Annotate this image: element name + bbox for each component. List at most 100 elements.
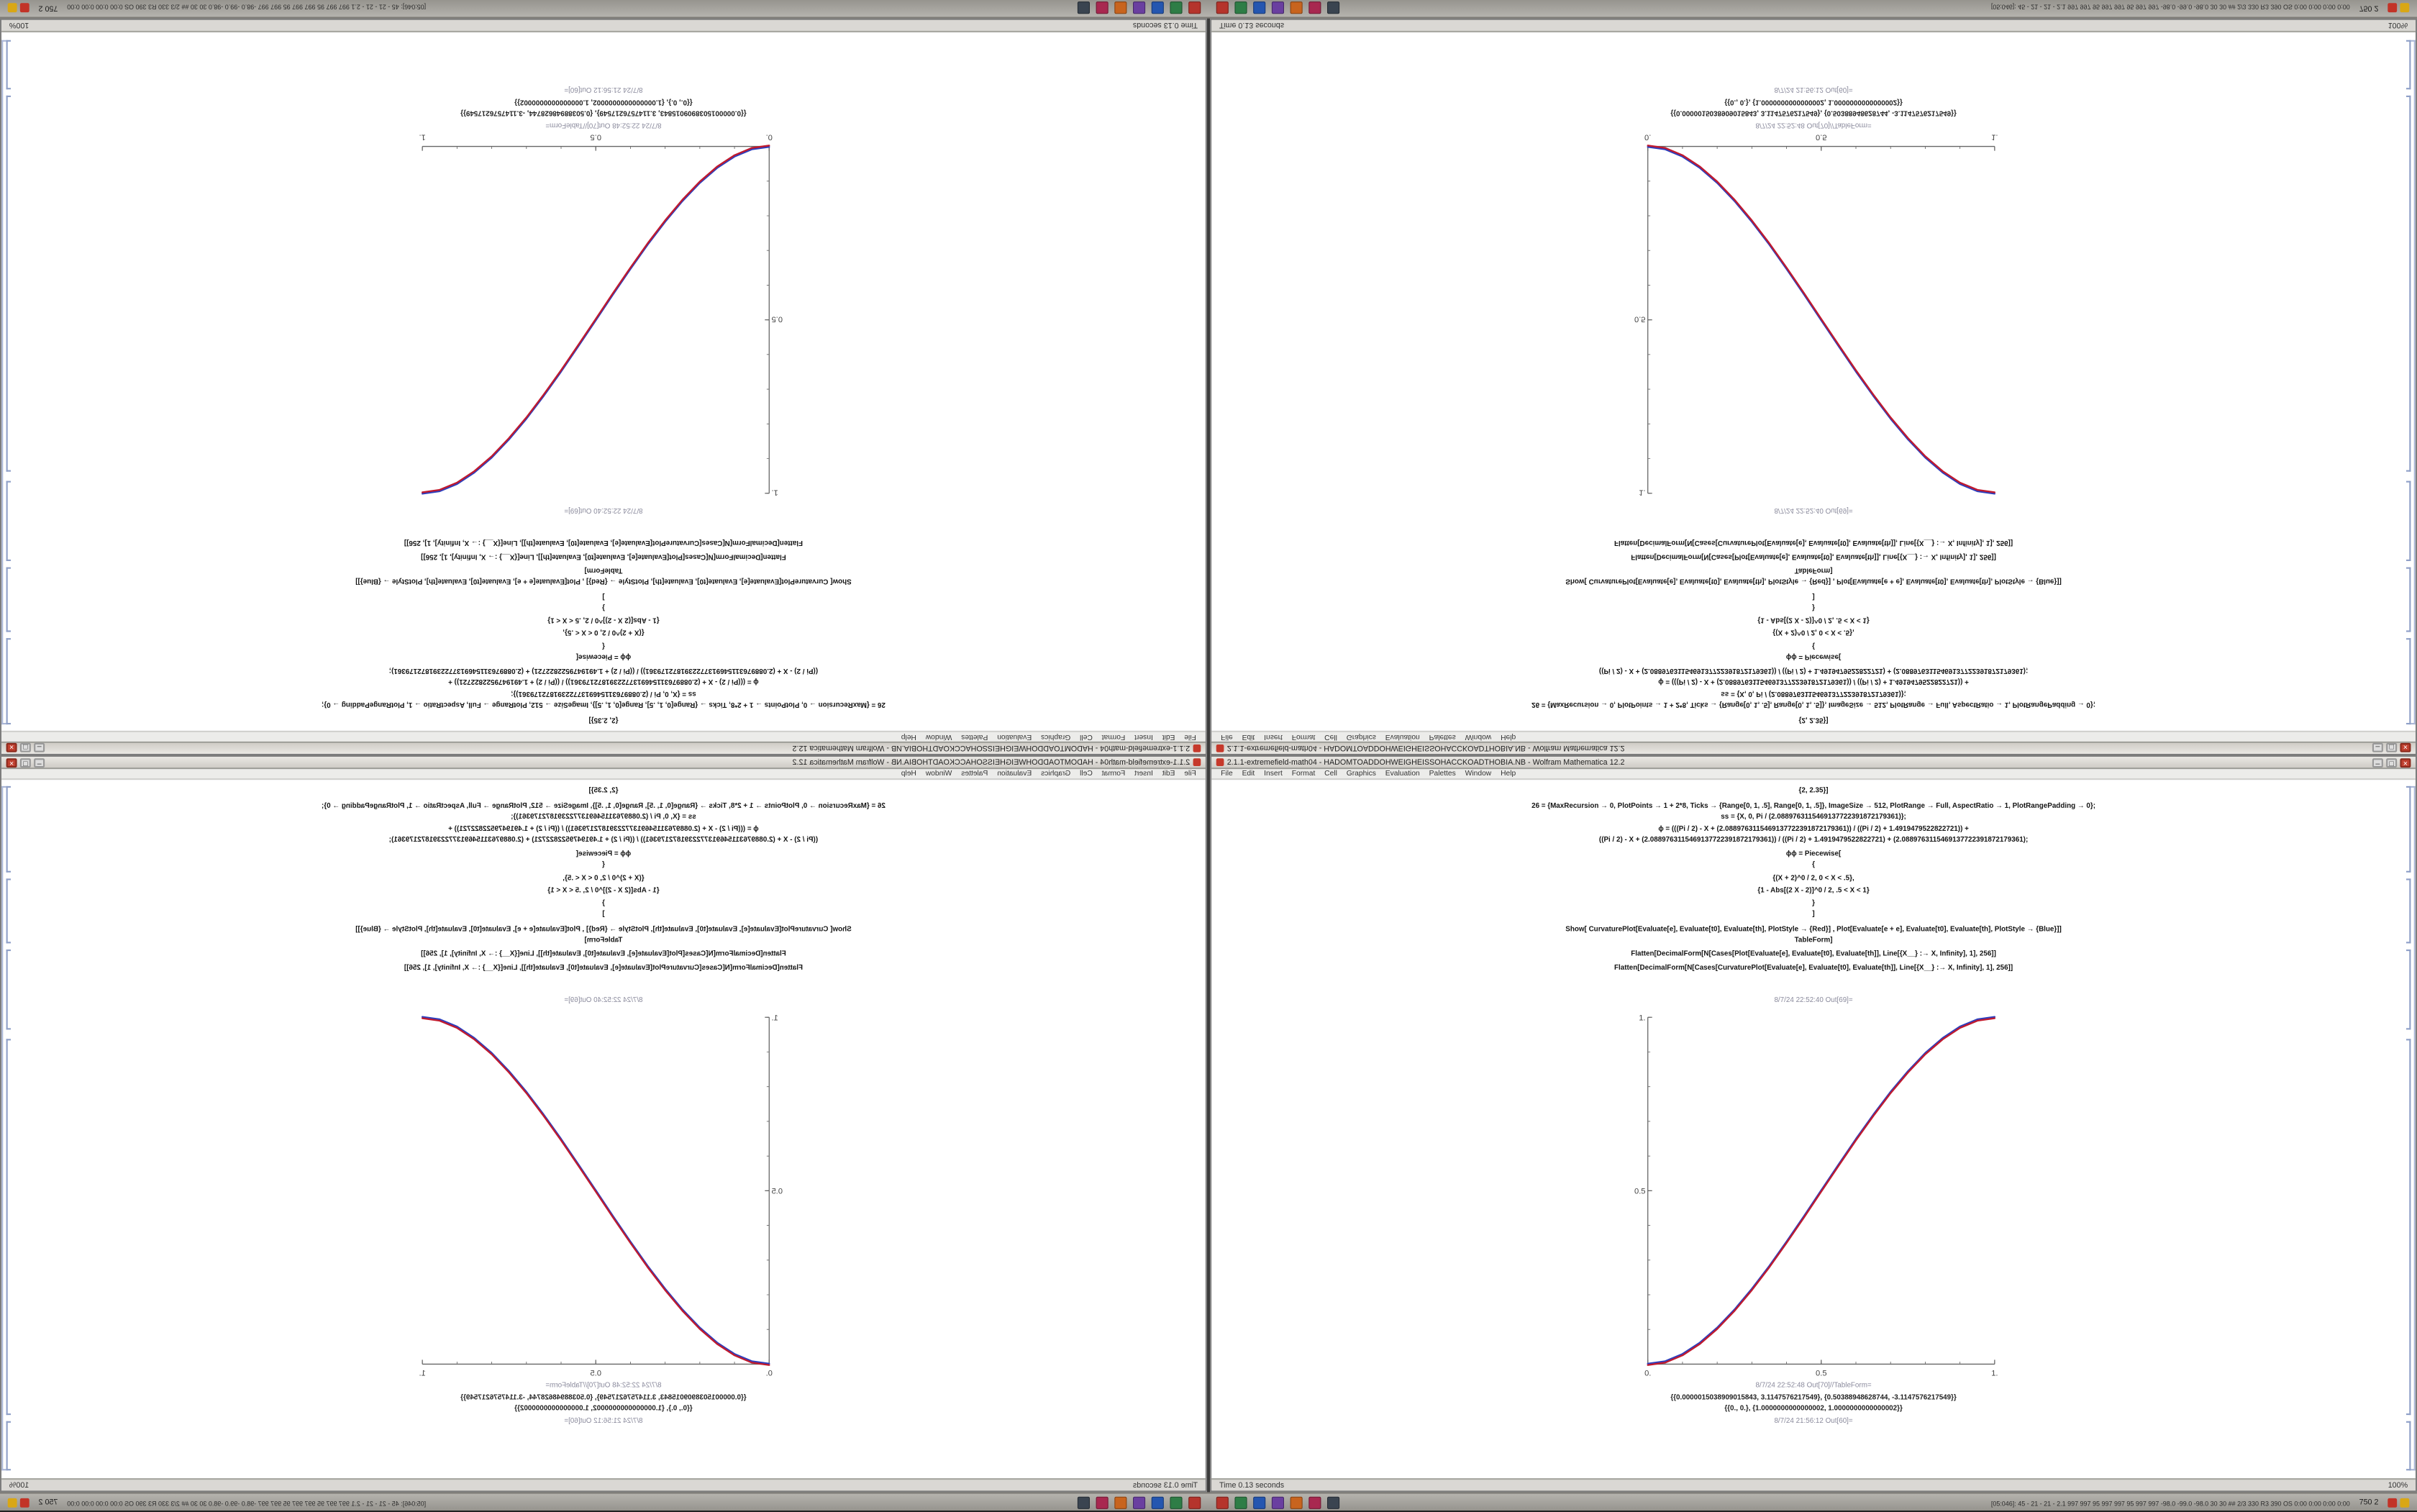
menu-graphics[interactable]: Graphics xyxy=(1346,732,1376,741)
input-cell-line[interactable]: Flatten[DecimalForm[N[Cases[Plot[Evaluat… xyxy=(421,554,786,563)
close-button[interactable]: × xyxy=(6,742,17,753)
tray-icon-blue[interactable] xyxy=(1151,1496,1164,1509)
input-cell-line[interactable]: { xyxy=(602,860,605,868)
cell-group-bracket[interactable] xyxy=(2410,785,2415,1471)
menu-file[interactable]: File xyxy=(1221,732,1233,741)
menu-cell[interactable]: Cell xyxy=(1324,732,1337,741)
input-cell-line[interactable]: ] xyxy=(1812,909,1815,917)
indicator-red-icon[interactable] xyxy=(19,3,29,13)
notebook-content[interactable]: {2, 2.35}] 26 = {MaxRecursion → 0, PlotP… xyxy=(1211,32,2416,731)
menu-window[interactable]: Window xyxy=(925,732,952,741)
maximize-button[interactable]: □ xyxy=(19,757,31,768)
plot-cell[interactable]: 0. 0.5 1. 0.5 1. xyxy=(1629,1013,1998,1380)
input-cell-line[interactable]: ϕ = (((Pi / 2) - X + (2.0889763115469137… xyxy=(448,824,759,832)
menu-help[interactable]: Help xyxy=(1501,732,1516,741)
notebook-content[interactable]: {2, 2.35}] 26 = {MaxRecursion → 0, PlotP… xyxy=(1,780,1206,1478)
input-cell-line[interactable]: {2, 2.35}] xyxy=(588,716,619,725)
input-cell-line[interactable]: 26 = {MaxRecursion → 0, PlotPoints → 1 +… xyxy=(1531,702,2096,710)
input-cell-line[interactable]: {(X + 2)^0 / 2, 0 < X < .5}, xyxy=(1772,629,1854,638)
menu-palettes[interactable]: Palettes xyxy=(1429,732,1456,741)
menu-evaluation[interactable]: Evaluation xyxy=(997,732,1032,741)
tray-icon-crimson[interactable] xyxy=(1096,1496,1109,1509)
menu-file[interactable]: File xyxy=(1184,732,1196,741)
input-cell-line[interactable]: { xyxy=(1812,642,1815,651)
cell-bracket[interactable] xyxy=(2406,1039,2411,1416)
tray-icon-dark[interactable] xyxy=(1077,1,1090,14)
tray-icon-crimson[interactable] xyxy=(1096,1,1109,14)
tray-icon-green[interactable] xyxy=(1234,1496,1247,1509)
minimize-button[interactable]: – xyxy=(2372,757,2383,768)
input-cell-line[interactable]: TableForm] xyxy=(584,567,623,575)
cell-bracket-gutter[interactable] xyxy=(1,32,12,731)
input-cell-line[interactable]: ] xyxy=(1812,593,1815,601)
tray-icon-red[interactable] xyxy=(1216,1496,1229,1509)
menu-insert[interactable]: Insert xyxy=(1264,770,1283,778)
indicator-yellow-icon[interactable] xyxy=(7,1498,17,1508)
menu-file[interactable]: File xyxy=(1184,770,1196,778)
tray-icon-red[interactable] xyxy=(1216,1,1229,14)
menu-file[interactable]: File xyxy=(1221,770,1233,778)
input-cell-line[interactable]: ϕϕ = Piecewise[ xyxy=(575,654,632,662)
input-cell-line[interactable]: } xyxy=(602,605,605,613)
minimize-button[interactable]: – xyxy=(34,757,45,768)
cell-group-bracket[interactable] xyxy=(2410,40,2415,725)
input-cell-line[interactable]: Flatten[DecimalForm[N[Cases[Plot[Evaluat… xyxy=(1631,948,1996,957)
maximize-button[interactable]: □ xyxy=(19,742,31,753)
window-titlebar[interactable]: 2.1.1-extremefield-math04 - HADOMTOADDOH… xyxy=(1211,741,2416,754)
cell-bracket-gutter[interactable] xyxy=(2405,780,2416,1478)
indicator-yellow-icon[interactable] xyxy=(7,3,17,13)
menu-help[interactable]: Help xyxy=(901,732,916,741)
menu-edit[interactable]: Edit xyxy=(1242,732,1255,741)
input-cell-line[interactable]: {1 - Abs[(2 X - 2)]^0 / 2, .5 < X < 1} xyxy=(1757,616,1870,624)
menu-palettes[interactable]: Palettes xyxy=(1429,770,1456,778)
plot-cell[interactable]: 0. 0.5 1. 0.5 1. xyxy=(419,1013,788,1380)
tray-icon-orange[interactable] xyxy=(1290,1,1303,14)
tray-icon-green[interactable] xyxy=(1170,1,1183,14)
input-cell-line[interactable]: {2, 2.35}] xyxy=(1798,716,1829,725)
input-cell-line[interactable]: ] xyxy=(602,909,605,917)
menu-edit[interactable]: Edit xyxy=(1162,770,1175,778)
cell-bracket-gutter[interactable] xyxy=(1,780,12,1478)
tray-icon-green[interactable] xyxy=(1234,1,1247,14)
tray-icon-crimson[interactable] xyxy=(1308,1496,1321,1509)
tray-icon-purple[interactable] xyxy=(1133,1496,1146,1509)
menu-format[interactable]: Format xyxy=(1101,770,1126,778)
tray-icon-dark[interactable] xyxy=(1327,1496,1340,1509)
input-cell-line[interactable]: TableForm] xyxy=(1794,935,1833,944)
menu-evaluation[interactable]: Evaluation xyxy=(997,770,1032,778)
tray-icon-blue[interactable] xyxy=(1253,1,1266,14)
input-cell-line[interactable]: Flatten[DecimalForm[N[Cases[CurvaturePlo… xyxy=(1614,963,2013,971)
input-cell-line[interactable]: { xyxy=(1812,860,1815,868)
maximize-button[interactable]: □ xyxy=(2386,742,2398,753)
menu-insert[interactable]: Insert xyxy=(1134,732,1153,741)
input-cell-line[interactable]: Show[ CurvaturePlot[Evaluate[e], Evaluat… xyxy=(355,924,852,932)
menu-window[interactable]: Window xyxy=(1465,770,1492,778)
menu-cell[interactable]: Cell xyxy=(1080,732,1093,741)
menu-format[interactable]: Format xyxy=(1101,732,1126,741)
plot-cell[interactable]: 0. 0.5 1. 0.5 1. xyxy=(419,131,788,498)
input-cell-line[interactable]: Show[ CurvaturePlot[Evaluate[e], Evaluat… xyxy=(355,578,852,587)
input-cell-line[interactable]: ] xyxy=(602,593,605,601)
input-cell-line[interactable]: TableForm] xyxy=(1794,567,1833,575)
input-cell-line[interactable]: 26 = {MaxRecursion → 0, PlotPoints → 1 +… xyxy=(321,801,886,809)
menu-evaluation[interactable]: Evaluation xyxy=(1385,732,1420,741)
menu-format[interactable]: Format xyxy=(1291,770,1316,778)
indicator-red-icon[interactable] xyxy=(19,1498,29,1508)
menu-window[interactable]: Window xyxy=(1465,732,1492,741)
menu-insert[interactable]: Insert xyxy=(1134,770,1153,778)
cell-bracket[interactable] xyxy=(2406,949,2411,1030)
input-cell-line[interactable]: Flatten[DecimalForm[N[Cases[Plot[Evaluat… xyxy=(421,948,786,957)
minimize-button[interactable]: – xyxy=(34,742,45,753)
menu-help[interactable]: Help xyxy=(1501,770,1516,778)
cell-bracket-gutter[interactable] xyxy=(2405,32,2416,731)
tray-icon-orange[interactable] xyxy=(1290,1496,1303,1509)
input-cell-line[interactable]: { xyxy=(602,642,605,651)
cell-bracket[interactable] xyxy=(2406,1421,2411,1471)
minimize-button[interactable]: – xyxy=(2372,742,2383,753)
input-cell-line[interactable]: {2, 2.35}] xyxy=(588,785,619,794)
close-button[interactable]: × xyxy=(6,757,17,768)
input-cell-line[interactable]: 26 = {MaxRecursion → 0, PlotPoints → 1 +… xyxy=(321,702,886,710)
menu-window[interactable]: Window xyxy=(925,770,952,778)
input-cell-line[interactable]: {2, 2.35}] xyxy=(1798,785,1829,794)
cell-bracket[interactable] xyxy=(2406,785,2411,873)
